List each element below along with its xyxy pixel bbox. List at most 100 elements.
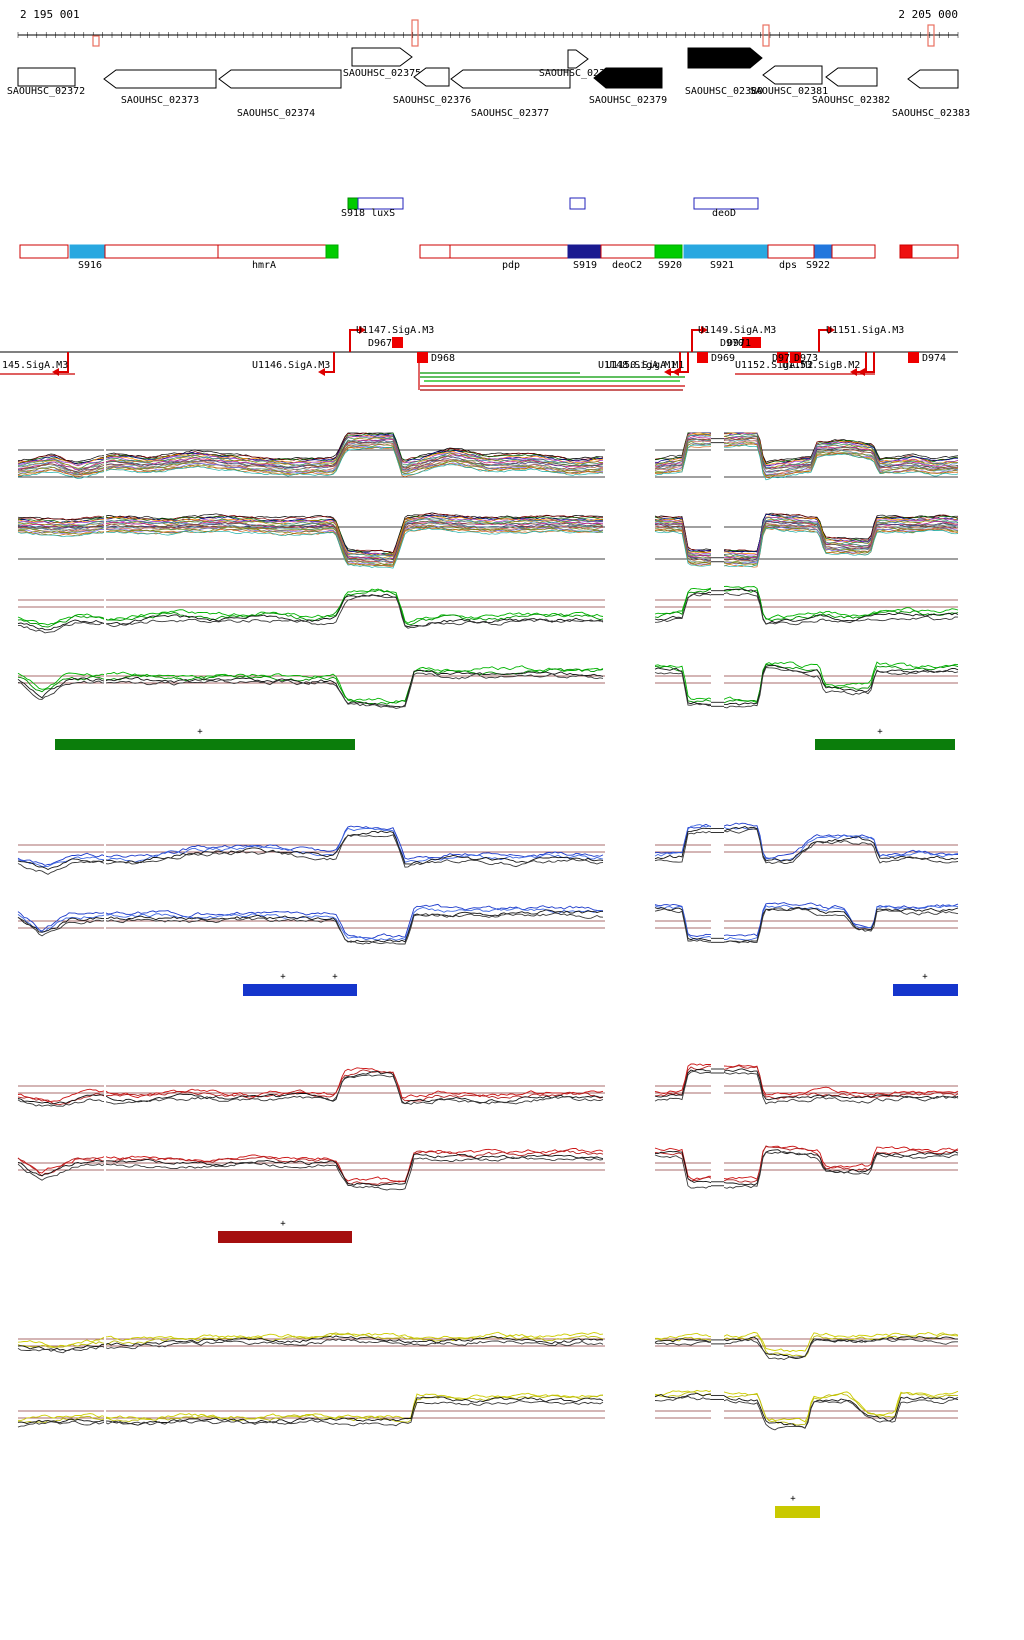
feature-label-S921: S921 [710,260,734,271]
terminator-label-D971: D971 [727,338,751,349]
gene-arrow-SAOUHSC_02372[interactable] [17,67,76,87]
condition-green-segment-bar[interactable] [55,739,355,750]
feature-box-2[interactable] [569,197,586,210]
all-conditions-signal-line [17,527,604,567]
terminator-box-D968[interactable] [417,352,428,363]
all-conditions-signal-line [654,528,959,568]
feature-box-S922[interactable] [814,244,833,259]
gene-arrow-SAOUHSC_02383[interactable] [907,69,959,89]
gene-arrow-SAOUHSC_02375[interactable] [351,47,413,67]
condition-green-signal-line [17,672,604,709]
feature-box-deoC2[interactable] [600,244,656,259]
all-conditions-signal-line [17,517,604,557]
gene-arrow-SAOUHSC_02373[interactable] [103,69,217,89]
gene-arrow-SAOUHSC_02377[interactable] [450,69,571,89]
feature-box-deoD[interactable] [693,197,759,210]
condition-red-signal-line [654,1070,959,1105]
condition-red-signal-line [654,1068,959,1101]
condition-blue-signal-line [17,903,604,939]
feature-box-S916[interactable] [69,244,106,259]
condition-yellow-segment-bar[interactable] [775,1506,820,1518]
feature-box-17[interactable] [911,244,959,259]
gene-label-SAOUHSC_02373: SAOUHSC_02373 [121,95,199,106]
condition-green-signal-line [654,588,959,625]
tss-label-U1148.SigA.M1: U1148.SigA.M1 [598,360,676,371]
gene-arrow-SAOUHSC_02378[interactable] [567,49,589,69]
feature-box-4[interactable] [19,244,69,259]
all-conditions-signal-line [654,513,959,553]
gene-label-SAOUHSC_02376: SAOUHSC_02376 [393,95,471,106]
gene-arrow-SAOUHSC_02381[interactable] [762,65,823,85]
contig-break-line [104,1063,106,1132]
condition-green-signal-line [654,664,959,707]
tss-flag-145.SigA.M3[interactable] [59,352,69,373]
plus-marker: + [197,727,203,737]
gene-arrow-SAOUHSC_02376[interactable] [413,67,450,87]
condition-yellow-signal-line [654,1389,959,1423]
condition-red-segment-bar[interactable] [218,1231,352,1243]
gene-label-SAOUHSC_02380: SAOUHSC_02380 [685,86,763,97]
terminator-box-D970[interactable] [742,337,753,348]
tss-flag-head [672,368,679,376]
gene-arrow-SAOUHSC_02382[interactable] [825,67,878,87]
condition-green-signal-line [17,593,604,631]
tss-flag-U1153.SigB.M2[interactable] [865,352,875,373]
condition-blue-segment-bar[interactable] [243,984,357,996]
tss-flag-U1147.SigA.M3[interactable] [349,329,359,352]
feature-label-S922: S922 [806,260,830,271]
tss-flag-head [359,326,366,334]
condition-blue-signal-line [17,907,604,941]
condition-blue-segment-bar[interactable] [893,984,958,996]
tss-label-U1150.SigA.M1: U1150.SigA.M1 [606,360,684,371]
terminator-box-D967[interactable] [392,337,403,348]
condition-blue-signal-line [654,906,959,943]
condition-red-signal-line [17,1156,604,1191]
terminator-box-D973[interactable] [790,352,801,363]
all-conditions-signal-line [654,516,959,555]
all-conditions-signal-line [17,440,604,472]
all-conditions-signal-line [17,515,604,556]
terminator-label-D968: D968 [431,353,455,364]
feature-box-pdp[interactable] [419,244,569,259]
terminator-box-D974[interactable] [908,352,919,363]
terminator-label-D970: D970 [720,338,744,349]
terminator-box-D972[interactable] [777,352,788,363]
all-conditions-signal-line [18,432,604,464]
feature-box-S918 luxS[interactable] [357,197,404,210]
terminator-box-D971[interactable] [750,337,761,348]
condition-yellow-signal-line [17,1396,604,1426]
tss-flag-U1149.SigA.M3[interactable] [691,329,701,352]
feature-box-15[interactable] [831,244,876,259]
condition-blue-signal-line [654,828,959,864]
feature-label-deoC2: deoC2 [612,260,642,271]
contig-gap [711,1318,724,1368]
terminator-box-D969[interactable] [697,352,708,363]
feature-box-16[interactable] [899,244,913,259]
feature-box-S920[interactable] [654,244,683,259]
tss-label-U1152.SigA.M2: U1152.SigA.M2 [735,360,813,371]
gene-label-SAOUHSC_02377: SAOUHSC_02377 [471,108,549,119]
tss-flag-U1146.SigA.M3[interactable] [325,352,335,373]
feature-box-S919[interactable] [567,244,602,259]
condition-yellow-signal-line [17,1332,604,1348]
gene-arrow-SAOUHSC_02380[interactable] [687,47,763,69]
feature-box-hmrA[interactable] [104,244,327,259]
terminator-label-D969: D969 [711,353,735,364]
condition-yellow-signal-line [654,1395,959,1431]
coordinate-start-label: 2 195 001 [20,8,80,21]
gene-arrow-SAOUHSC_02379[interactable] [593,67,663,89]
condition-red-signal-line [654,1151,959,1189]
feature-box-S921[interactable] [683,244,769,259]
tss-flag-U1151.SigA.M3[interactable] [818,329,828,352]
contig-gap [711,1378,724,1452]
condition-blue-signal-line [17,834,604,875]
feature-box-7[interactable] [325,244,339,259]
tss-flag-U1150.SigA.M1[interactable] [679,352,689,373]
feature-box-dps[interactable] [767,244,815,259]
condition-green-signal-line [654,592,959,626]
condition-green-signal-line [654,663,959,704]
gene-arrow-SAOUHSC_02374[interactable] [218,69,342,89]
condition-green-segment-bar[interactable] [815,739,955,750]
contig-gap [711,895,724,945]
condition-red-signal-line [654,1065,959,1100]
